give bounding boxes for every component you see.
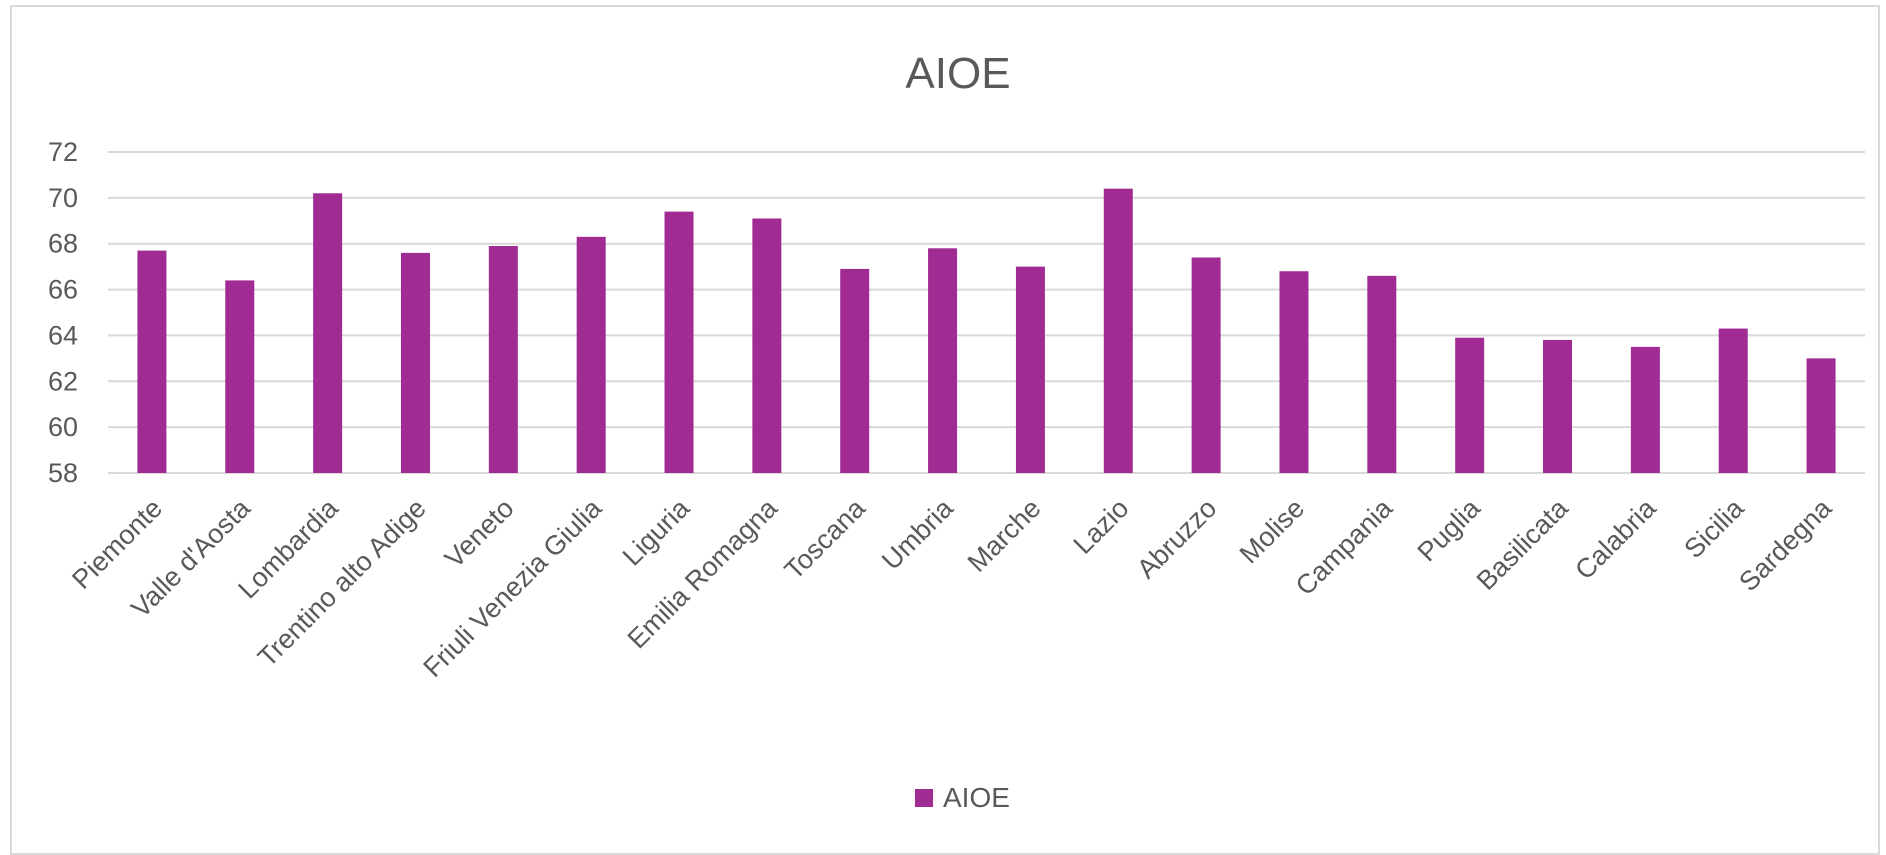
x-tick-label: Molise xyxy=(1234,493,1310,569)
x-tick-label: Basilicata xyxy=(1471,492,1575,596)
bar xyxy=(1103,188,1133,473)
y-tick-label: 58 xyxy=(48,458,78,488)
x-tick-label: Liguria xyxy=(617,492,696,571)
x-tick-label: Puglia xyxy=(1412,492,1487,567)
y-tick-label: 70 xyxy=(48,183,78,213)
gridlines xyxy=(108,151,1865,474)
bar xyxy=(1543,340,1573,473)
y-tick-label: 66 xyxy=(48,275,78,305)
bar xyxy=(664,211,694,473)
x-tick-label: Abruzzo xyxy=(1131,493,1222,584)
x-tick-label: Umbria xyxy=(876,492,959,575)
x-tick-label: Campania xyxy=(1290,492,1399,601)
y-tick-label: 72 xyxy=(48,137,78,167)
bar xyxy=(400,252,430,473)
y-tick-label: 60 xyxy=(48,412,78,442)
x-tick-label: Marche xyxy=(962,493,1047,578)
bar xyxy=(1191,257,1221,473)
legend: AIOE xyxy=(915,782,1010,813)
bar xyxy=(488,246,518,473)
bar xyxy=(1455,337,1485,473)
bar xyxy=(752,218,782,473)
y-axis-ticks: 58 60 62 64 66 68 70 72 xyxy=(48,137,78,488)
bar xyxy=(313,193,343,473)
x-tick-label: Trentino alto Adige xyxy=(252,493,432,673)
bar xyxy=(1367,275,1397,473)
y-tick-label: 68 xyxy=(48,229,78,259)
bar xyxy=(1015,266,1045,473)
bar xyxy=(928,248,958,473)
legend-label: AIOE xyxy=(943,782,1010,813)
bar xyxy=(576,236,606,473)
bars xyxy=(137,188,1836,473)
bar xyxy=(840,268,870,473)
x-tick-label: Calabria xyxy=(1569,492,1662,585)
chart-title: AIOE xyxy=(905,49,1010,98)
bar xyxy=(1806,358,1836,473)
x-tick-label: Emilia Romagna xyxy=(622,492,784,654)
x-tick-label: Veneto xyxy=(439,493,520,574)
bar xyxy=(137,250,167,473)
y-tick-label: 64 xyxy=(48,320,78,350)
legend-swatch xyxy=(915,789,933,807)
y-tick-label: 62 xyxy=(48,366,78,396)
bar xyxy=(1279,271,1309,473)
x-tick-label: Toscana xyxy=(779,492,872,585)
x-tick-label: Lazio xyxy=(1068,493,1135,560)
x-tick-label: Sicilia xyxy=(1678,492,1750,564)
bar xyxy=(225,280,255,473)
bar xyxy=(1630,346,1660,473)
x-tick-label: Sardegna xyxy=(1733,492,1838,597)
bar xyxy=(1718,328,1748,473)
